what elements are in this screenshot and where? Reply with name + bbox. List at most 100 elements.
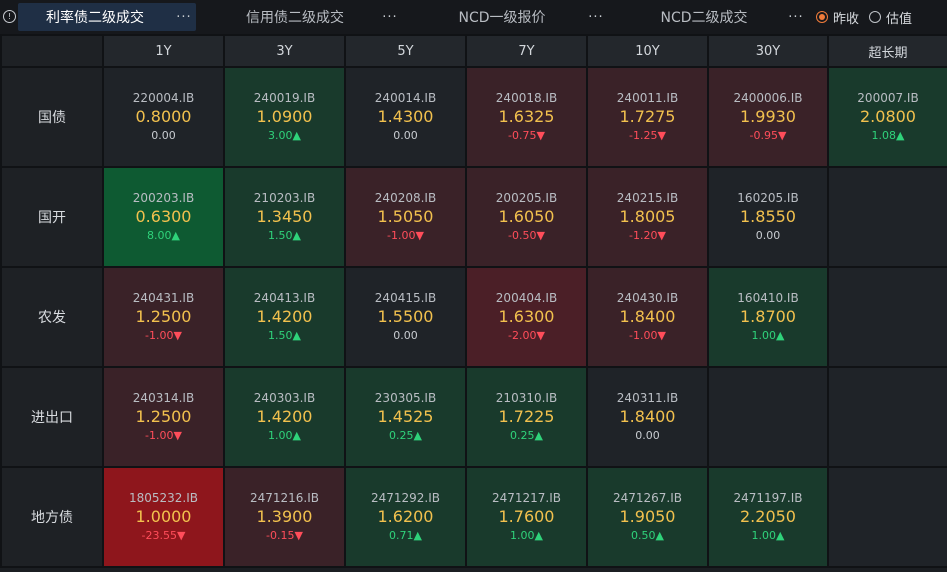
more-icon[interactable]: ··· (382, 9, 398, 25)
bond-code: 240019.IB (253, 91, 316, 105)
yield-change: -1.20▼ (629, 229, 666, 242)
bond-yield: 1.2500 (135, 307, 192, 326)
yield-change: 1.00▲ (268, 429, 301, 442)
bond-cell[interactable]: 200203.IB 0.6300 8.00▲ (102, 166, 225, 268)
bond-code: 240303.IB (253, 391, 316, 405)
bond-cell[interactable]: 230305.IB 1.4525 0.25▲ (344, 366, 467, 468)
yield-change: 0.00 (393, 329, 418, 342)
row-header[interactable]: 农发 (0, 266, 104, 368)
bond-code: 210203.IB (253, 191, 316, 205)
col-header[interactable]: 5Y (344, 34, 467, 68)
row-header[interactable]: 进出口 (0, 366, 104, 468)
bond-code: 240413.IB (253, 291, 316, 305)
radio-prev-close[interactable]: 昨收 (816, 8, 859, 27)
yield-change: -1.00▼ (629, 329, 666, 342)
bond-cell[interactable]: 2471267.IB 1.9050 0.50▲ (586, 466, 709, 568)
bond-cell[interactable]: 1805232.IB 1.0000 -23.55▼ (102, 466, 225, 568)
bond-cell[interactable]: 210203.IB 1.3450 1.50▲ (223, 166, 346, 268)
more-icon[interactable]: ··· (176, 9, 192, 25)
bond-cell[interactable]: 240018.IB 1.6325 -0.75▼ (465, 66, 588, 168)
yield-change: -0.75▼ (508, 129, 545, 142)
bond-code: 210310.IB (495, 391, 558, 405)
bond-cell[interactable]: 240413.IB 1.4200 1.50▲ (223, 266, 346, 368)
bond-yield: 2.2050 (740, 507, 796, 526)
yield-change: 0.00 (151, 129, 176, 142)
table-row: 农发 240431.IB 1.2500 -1.00▼ 240413.IB 1.4200 1.… (0, 266, 947, 368)
bond-yield: 1.4200 (256, 407, 313, 426)
col-header[interactable]: 7Y (465, 34, 588, 68)
bond-cell[interactable]: 240208.IB 1.5050 -1.00▼ (344, 166, 467, 268)
yield-change: 0.50▲ (631, 529, 664, 542)
tab-ncd-secondary[interactable]: NCD二级成交 ··· (624, 3, 808, 31)
yield-change: 1.00▲ (751, 329, 785, 342)
bond-yield: 1.4525 (377, 407, 434, 426)
tab-rates-secondary[interactable]: 利率债二级成交 ··· (18, 3, 196, 31)
corner-cell (0, 34, 104, 68)
bond-code: 230305.IB (374, 391, 437, 405)
bond-cell[interactable]: 200205.IB 1.6050 -0.50▼ (465, 166, 588, 268)
table-row: 进出口 240314.IB 1.2500 -1.00▼ 240303.IB 1.4200 1… (0, 366, 947, 468)
row-header[interactable]: 国债 (0, 66, 104, 168)
bond-cell[interactable]: 160205.IB 1.8550 0.00 (707, 166, 829, 268)
bond-cell[interactable]: 240014.IB 1.4300 0.00 (344, 66, 467, 168)
bond-cell[interactable]: 240019.IB 1.0900 3.00▲ (223, 66, 346, 168)
bond-cell[interactable]: 2471216.IB 1.3900 -0.15▼ (223, 466, 346, 568)
tab-credit-secondary[interactable]: 信用债二级成交 ··· (212, 3, 402, 31)
yield-change: -1.00▼ (145, 329, 182, 342)
bond-cell[interactable]: 240314.IB 1.2500 -1.00▼ (102, 366, 225, 468)
bond-cell[interactable]: 200404.IB 1.6300 -2.00▼ (465, 266, 588, 368)
row-header[interactable]: 国开 (0, 166, 104, 268)
col-header[interactable]: 1Y (102, 34, 225, 68)
bond-yield: 1.9050 (619, 507, 676, 526)
info-icon[interactable]: ! (3, 10, 16, 23)
yield-change: 1.00▲ (510, 529, 543, 542)
bond-yield: 1.8005 (619, 207, 676, 226)
yield-change: -2.00▼ (508, 329, 545, 342)
bond-cell[interactable]: 240415.IB 1.5500 0.00 (344, 266, 467, 368)
bond-yield: 1.5500 (377, 307, 434, 326)
bond-cell[interactable]: 2471217.IB 1.7600 1.00▲ (465, 466, 588, 568)
more-icon[interactable]: ··· (588, 9, 604, 25)
bond-code: 1805232.IB (128, 491, 199, 505)
bond-code: 2471197.IB (733, 491, 803, 505)
yield-change: 1.08▲ (871, 129, 905, 142)
col-header[interactable]: 30Y (707, 34, 829, 68)
yield-change: 0.00 (755, 229, 781, 242)
bond-code: 200007.IB (857, 91, 919, 105)
col-header[interactable]: 10Y (586, 34, 709, 68)
bond-cell[interactable]: 240430.IB 1.8400 -1.00▼ (586, 266, 709, 368)
bond-cell[interactable]: 240311.IB 1.8400 0.00 (586, 366, 709, 468)
bond-yield: 0.8000 (135, 107, 192, 126)
bond-code: 240314.IB (132, 391, 195, 405)
bond-cell[interactable]: 2471197.IB 2.2050 1.00▲ (707, 466, 829, 568)
yield-change: 0.25▲ (510, 429, 543, 442)
bond-cell[interactable]: 210310.IB 1.7225 0.25▲ (465, 366, 588, 468)
bond-cell[interactable]: 2471292.IB 1.6200 0.71▲ (344, 466, 467, 568)
tab-ncd-primary[interactable]: NCD一级报价 ··· (420, 3, 608, 31)
table-row: 国债 220004.IB 0.8000 0.00 240019.IB 1.0900 3.00… (0, 66, 947, 168)
bond-cell[interactable]: 2400006.IB 1.9930 -0.95▼ (707, 66, 829, 168)
yield-change: -0.50▼ (508, 229, 545, 242)
bond-yield: 1.4200 (256, 307, 313, 326)
bond-cell[interactable]: 240431.IB 1.2500 -1.00▼ (102, 266, 225, 368)
bond-cell[interactable]: 200007.IB 2.0800 1.08▲ (827, 66, 947, 168)
yield-change: -1.00▼ (145, 429, 182, 442)
radio-valuation[interactable]: 估值 (869, 8, 912, 27)
col-header[interactable]: 超长期 (827, 34, 947, 68)
col-header[interactable]: 3Y (223, 34, 346, 68)
row-header[interactable]: 地方债 (0, 466, 104, 568)
price-basis-radio-group: 昨收 估值 (816, 3, 922, 31)
yield-change: -1.00▼ (387, 229, 424, 242)
bond-yield: 1.7275 (619, 107, 676, 126)
bond-code: 240014.IB (374, 91, 437, 105)
bond-code: 200205.IB (495, 191, 558, 205)
table-row: 国开 200203.IB 0.6300 8.00▲ 210203.IB 1.3450 1.5… (0, 166, 947, 268)
bond-code: 240415.IB (374, 291, 437, 305)
more-icon[interactable]: ··· (788, 9, 804, 25)
bond-cell[interactable]: 240303.IB 1.4200 1.00▲ (223, 366, 346, 468)
bond-cell[interactable]: 220004.IB 0.8000 0.00 (102, 66, 225, 168)
bond-cell[interactable]: 160410.IB 1.8700 1.00▲ (707, 266, 829, 368)
bond-yield: 1.8400 (619, 407, 676, 426)
bond-cell[interactable]: 240215.IB 1.8005 -1.20▼ (586, 166, 709, 268)
bond-cell[interactable]: 240011.IB 1.7275 -1.25▼ (586, 66, 709, 168)
